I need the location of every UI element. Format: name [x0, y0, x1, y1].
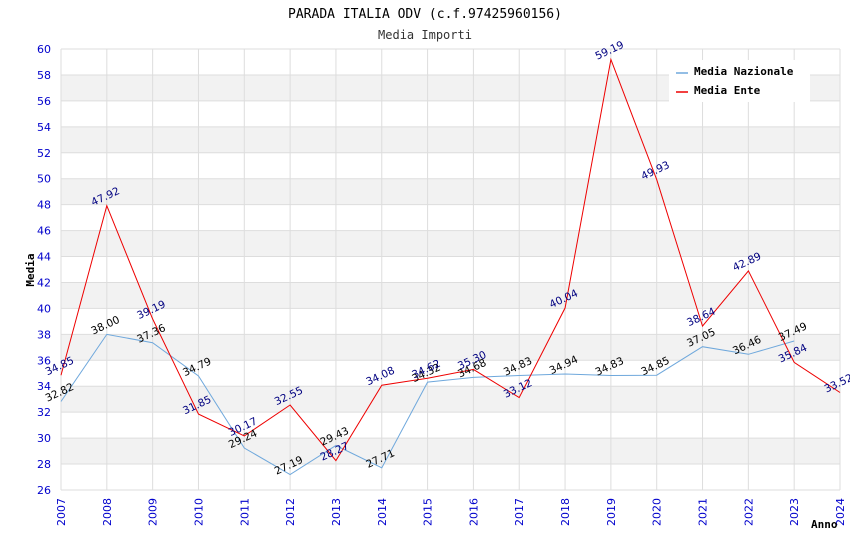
grid-band	[61, 256, 840, 283]
chart-subtitle: Media Importi	[378, 28, 472, 42]
x-tick-label: 2007	[55, 498, 68, 526]
series-line-media-nazionale	[60, 333, 795, 476]
chart-legend: Media Nazionale Media Ente	[669, 60, 810, 102]
legend-box	[669, 60, 810, 102]
y-axis-label: Media	[24, 253, 37, 286]
y-tick-label: 34	[37, 380, 51, 393]
y-tick-label: 26	[37, 484, 51, 497]
y-tick-label: 30	[37, 432, 51, 445]
grid-band	[61, 412, 840, 439]
y-tick-label: 52	[37, 147, 51, 160]
grid-band	[61, 464, 840, 490]
y-tick-label: 32	[37, 406, 51, 419]
y-tick-label: 50	[37, 173, 51, 186]
x-tick-label: 2014	[376, 498, 389, 526]
x-tick-label: 2018	[559, 498, 572, 526]
grid-band	[61, 100, 840, 127]
y-tick-label: 48	[37, 199, 51, 212]
grid-band	[61, 308, 840, 335]
x-tick-label: 2023	[788, 498, 801, 526]
grid-band	[61, 360, 840, 387]
y-tick-label: 36	[37, 354, 51, 367]
x-tick-label: 2012	[284, 498, 297, 526]
x-tick-label: 2019	[605, 498, 618, 526]
x-tick-label: 2022	[742, 498, 755, 526]
y-tick-label: 58	[37, 69, 51, 82]
grid-band	[61, 178, 840, 205]
y-tick-label: 40	[37, 302, 51, 315]
grid-band	[61, 126, 840, 153]
grid-band	[61, 282, 840, 309]
legend-label-media-nazionale: Media Nazionale	[694, 65, 794, 78]
x-tick-label: 2020	[651, 498, 664, 526]
legend-label-media-ente: Media Ente	[694, 84, 761, 97]
x-tick-label: 2011	[238, 498, 251, 526]
x-tick-label: 2017	[513, 498, 526, 526]
y-tick-label: 46	[37, 225, 51, 238]
grid-band	[61, 438, 840, 465]
x-axis-label: Anno	[811, 518, 838, 531]
grid-band	[61, 204, 840, 231]
x-axis-ticks: 2007 2008 2009 2010 2011 2012 2013 2014 2015 2016…	[55, 498, 847, 526]
series-line-media-ente	[60, 57, 841, 462]
y-tick-label: 38	[37, 328, 51, 341]
x-tick-label: 2016	[467, 498, 480, 526]
y-tick-label: 28	[37, 458, 51, 471]
grid-band	[61, 334, 840, 361]
x-tick-label: 2009	[147, 498, 160, 526]
chart-title: PARADA ITALIA ODV (c.f.97425960156)	[288, 7, 562, 22]
x-tick-label: 2010	[192, 498, 205, 526]
y-tick-label: 60	[37, 43, 51, 56]
x-tick-label: 2008	[101, 498, 114, 526]
x-tick-label: 2024	[834, 498, 847, 526]
x-tick-label: 2013	[330, 498, 343, 526]
y-tick-label: 44	[37, 251, 51, 264]
y-tick-label: 56	[37, 95, 51, 108]
grid-band	[61, 230, 840, 257]
y-tick-label: 42	[37, 276, 51, 289]
x-tick-label: 2021	[697, 498, 710, 526]
grid-band	[61, 386, 840, 413]
y-tick-label: 54	[37, 121, 51, 134]
x-tick-label: 2015	[422, 498, 435, 526]
grid-band	[61, 152, 840, 179]
y-axis-ticks: 26 28 30 32 34 36 38 40 42 44 46 48 50 52 54 56 58 60	[37, 43, 51, 497]
series-lines	[60, 57, 841, 476]
grid-bands	[61, 49, 840, 490]
